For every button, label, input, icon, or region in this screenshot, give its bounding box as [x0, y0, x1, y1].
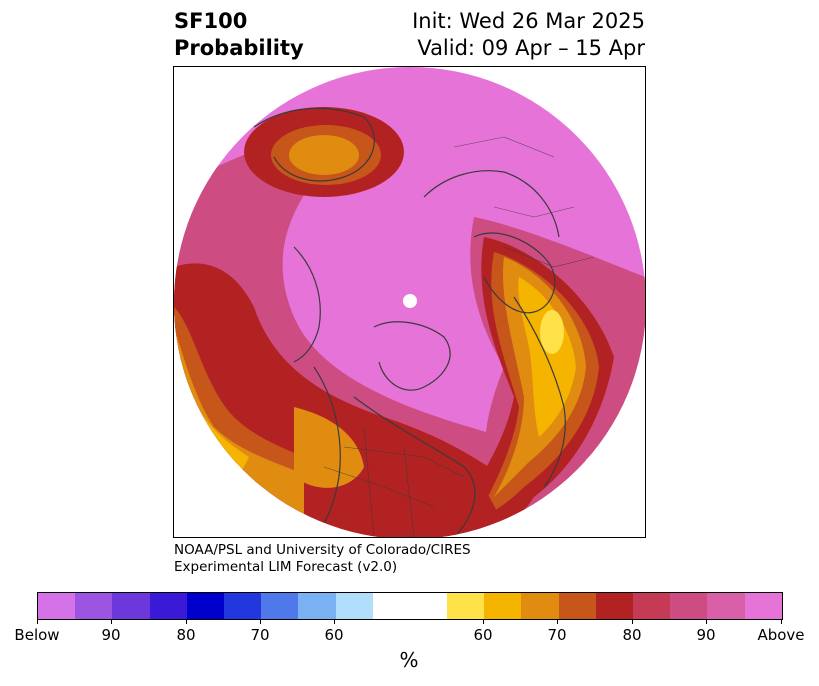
colorbar-segment: [409, 593, 448, 619]
colorbar-segment: [558, 593, 596, 619]
title-line2: Probability: [174, 36, 304, 60]
colorbar-tick-label: 90: [696, 626, 716, 644]
colorbar-tickmark: [37, 619, 38, 624]
colorbar-segment: [112, 593, 150, 619]
credit: NOAA/PSL and University of Colorado/CIRE…: [174, 542, 471, 576]
valid-dates: Valid: 09 Apr – 15 Apr: [417, 36, 645, 60]
colorbar-tickmark: [781, 619, 782, 624]
coastlines: [253, 107, 566, 537]
colorbar-segment: [484, 593, 522, 619]
map-field-50-us: [294, 407, 364, 488]
colorbar-unit: %: [399, 648, 419, 672]
colorbar-tick-label: Below: [14, 626, 60, 644]
colorbar-tickmark: [111, 619, 112, 624]
colorbar-tick-label: 80: [622, 626, 642, 644]
borders: [323, 136, 595, 537]
colorbar-segment: [38, 593, 76, 619]
map-title: SF100 Probability: [174, 8, 304, 62]
colorbar-segment: [186, 593, 224, 619]
colorbar-segment: [707, 593, 745, 619]
colorbar-segment: [521, 593, 559, 619]
colorbar-tick-label: 70: [547, 626, 567, 644]
colorbar-tickmark: [483, 619, 484, 624]
colorbar-segment: [744, 593, 782, 619]
colorbar-tick-label: 60: [473, 626, 493, 644]
colorbar-segment: [149, 593, 187, 619]
colorbar-segment: [261, 593, 299, 619]
colorbar-tickmark: [706, 619, 707, 624]
colorbar-segment: [447, 593, 485, 619]
colorbar-tickmark: [632, 619, 633, 624]
map-field-50-north: [289, 135, 359, 175]
colorbar-tick-label: 70: [250, 626, 270, 644]
init-date: Init: Wed 26 Mar 2025: [412, 9, 645, 33]
probability-map: [173, 66, 646, 538]
colorbar-tick-label: Above: [757, 626, 805, 644]
colorbar-tickmark: [186, 619, 187, 624]
colorbar-tickmark: [557, 619, 558, 624]
colorbar-tickmark: [260, 619, 261, 624]
colorbar-segment: [670, 593, 708, 619]
map-canvas: [174, 67, 645, 537]
colorbar-segment: [75, 593, 113, 619]
colorbar-tick-label: 80: [176, 626, 196, 644]
colorbar-segment: [372, 593, 410, 619]
credit-line2: Experimental LIM Forecast (v2.0): [174, 559, 398, 575]
colorbar-segment: [335, 593, 373, 619]
colorbar-segment: [595, 593, 633, 619]
title-line1: SF100: [174, 9, 248, 33]
colorbar: [37, 592, 783, 620]
colorbar-segment: [633, 593, 671, 619]
colorbar-tickmark: [334, 619, 335, 624]
map-field-30-east: [540, 310, 564, 354]
colorbar-segment: [298, 593, 336, 619]
forecast-dates: Init: Wed 26 Mar 2025 Valid: 09 Apr – 15…: [412, 8, 645, 62]
colorbar-tick-label: 60: [324, 626, 344, 644]
colorbar-segment: [223, 593, 262, 619]
colorbar-tick-label: 90: [101, 626, 121, 644]
credit-line1: NOAA/PSL and University of Colorado/CIRE…: [174, 542, 471, 558]
pole-marker: [403, 294, 417, 308]
